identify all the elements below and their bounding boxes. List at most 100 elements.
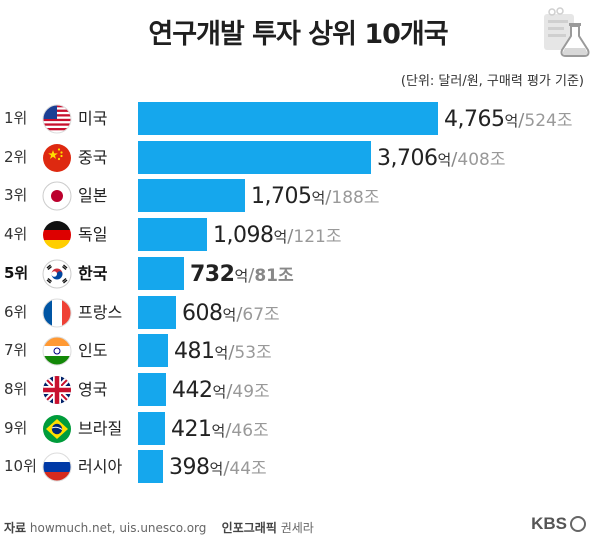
value-amount: 3,706 — [377, 146, 438, 171]
value-amount: 421 — [171, 417, 212, 442]
chart-row: 9위 브라질 421억/46조 — [0, 412, 596, 445]
source-text: howmuch.net, uis.unesco.org — [29, 521, 207, 535]
bar — [138, 296, 176, 329]
data-label: 442억/49조 — [172, 373, 270, 406]
value-separator: / — [248, 265, 255, 286]
data-label: 481억/53조 — [174, 334, 272, 367]
value-won: 44조 — [229, 459, 267, 479]
chart-row: 1위 미국 4,765억/524조 — [0, 102, 596, 135]
kbs-logo-text: KBS — [531, 514, 567, 533]
country-label: 한국 — [78, 264, 108, 283]
value-separator: / — [226, 381, 233, 402]
china-flag-icon — [43, 144, 71, 172]
value-won: 53조 — [234, 343, 272, 363]
value-amount: 608 — [182, 301, 223, 326]
value-separator: / — [325, 187, 332, 208]
value-separator: / — [228, 342, 235, 363]
value-unit: 억 — [311, 189, 326, 207]
data-label: 1,705억/188조 — [251, 179, 379, 212]
chart-row: 3위 일본 1,705억/188조 — [0, 179, 596, 212]
value-unit: 억 — [437, 151, 452, 169]
value-amount: 4,765 — [444, 107, 505, 132]
bar — [138, 102, 438, 135]
data-label: 1,098억/121조 — [213, 218, 341, 251]
bar — [138, 141, 371, 174]
germany-flag-icon — [43, 221, 71, 249]
value-amount: 1,705 — [251, 184, 312, 209]
data-label: 4,765억/524조 — [444, 102, 572, 135]
japan-flag-icon — [42, 181, 72, 211]
rank-label: 5위 — [4, 264, 29, 282]
russia-flag-icon — [42, 452, 72, 482]
bar — [138, 179, 245, 212]
country-label: 미국 — [78, 109, 108, 128]
korea-flag-icon — [42, 259, 72, 289]
country-label: 인도 — [78, 341, 108, 360]
country-label: 러시아 — [78, 457, 123, 476]
value-amount: 1,098 — [213, 223, 274, 248]
country-label: 브라질 — [78, 419, 123, 438]
source-label: 자료 — [4, 521, 27, 535]
value-won: 121조 — [293, 227, 342, 247]
country-label: 일본 — [78, 186, 108, 205]
footer-source: 자료 howmuch.net, uis.unesco.org 인포그래픽 권세라 — [4, 519, 314, 536]
value-amount: 398 — [169, 455, 210, 480]
rank-label: 2위 — [4, 148, 28, 166]
value-unit: 억 — [273, 228, 288, 246]
country-label: 영국 — [78, 380, 108, 399]
value-won: 67조 — [242, 305, 280, 325]
chart-row: 8위 영국 442억/49조 — [0, 373, 596, 406]
value-unit: 억 — [209, 460, 224, 478]
data-label: 398억/44조 — [169, 450, 267, 483]
credit-name: 권세라 — [280, 521, 314, 535]
rank-label: 3위 — [4, 186, 28, 204]
data-label: 732억/81조 — [190, 257, 294, 290]
value-separator: / — [287, 226, 294, 247]
page-title: 연구개발 투자 상위 10개국 — [148, 19, 448, 50]
bar — [138, 450, 163, 483]
chart-row: 5위 한국 732억/81조 — [0, 257, 596, 290]
value-unit: 억 — [211, 422, 226, 440]
credit-label: 인포그래픽 — [221, 521, 277, 535]
uk-flag-icon — [43, 376, 71, 404]
bar — [138, 412, 165, 445]
india-flag-icon — [42, 336, 72, 366]
chart-row: 7위 인도 481억/53조 — [0, 334, 596, 367]
value-separator: / — [451, 149, 458, 170]
value-unit: 억 — [504, 112, 519, 130]
value-separator: / — [518, 110, 525, 131]
brazil-flag-icon — [43, 415, 71, 443]
value-won: 81조 — [254, 266, 294, 286]
chart-row: 6위 프랑스 608억/67조 — [0, 296, 596, 329]
value-amount: 732 — [190, 262, 235, 287]
data-label: 421억/46조 — [171, 412, 269, 445]
data-label: 608억/67조 — [182, 296, 280, 329]
chart-row: 4위 독일 1,098억/121조 — [0, 218, 596, 251]
value-unit: 억 — [234, 267, 249, 285]
rank-label: 7위 — [4, 341, 28, 359]
rank-label: 8위 — [4, 380, 28, 398]
chart-row: 10위 러시아 398억/44조 — [0, 450, 596, 483]
kbs-mark-icon — [570, 516, 586, 532]
value-separator: / — [223, 458, 230, 479]
rank-label: 4위 — [4, 225, 28, 243]
value-unit: 억 — [212, 383, 227, 401]
rank-label: 1위 — [4, 109, 28, 127]
bar — [138, 334, 168, 367]
rank-label: 10위 — [4, 457, 37, 475]
value-unit: 억 — [214, 344, 229, 362]
rank-label: 9위 — [4, 419, 28, 437]
bar — [138, 257, 184, 290]
country-label: 중국 — [78, 148, 108, 167]
value-amount: 481 — [174, 339, 215, 364]
chart-row: 2위 중국 3,706억/408조 — [0, 141, 596, 174]
country-label: 프랑스 — [78, 303, 123, 322]
unit-note: (단위: 달러/원, 구매력 평가 기준) — [400, 74, 584, 89]
value-won: 408조 — [457, 150, 506, 170]
value-won: 46조 — [231, 421, 269, 441]
value-won: 188조 — [331, 188, 380, 208]
value-separator: / — [225, 420, 232, 441]
country-label: 독일 — [78, 225, 108, 244]
data-label: 3,706억/408조 — [377, 141, 505, 174]
france-flag-icon — [42, 298, 72, 328]
